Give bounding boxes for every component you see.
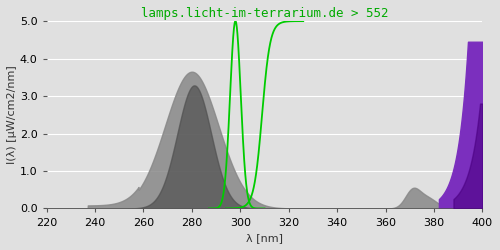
Y-axis label: I(λ) [µW/cm2/nm]: I(λ) [µW/cm2/nm]	[7, 66, 17, 164]
Title: lamps.licht-im-terrarium.de > 552: lamps.licht-im-terrarium.de > 552	[140, 7, 388, 20]
X-axis label: λ [nm]: λ [nm]	[246, 233, 283, 243]
